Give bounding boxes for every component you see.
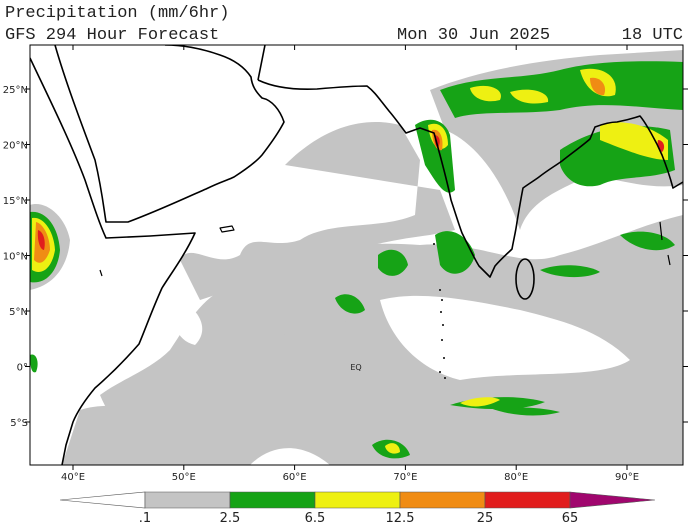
- legend-label: 12.5: [386, 511, 415, 525]
- subtitle: GFS 294 Hour Forecast: [5, 26, 219, 45]
- time: 18 UTC: [622, 26, 683, 45]
- legend-swatch: [484, 491, 571, 509]
- lon-label: 60°E: [283, 472, 307, 483]
- lat-label: 15°N: [3, 196, 28, 207]
- lat-label: 5°N: [9, 307, 28, 318]
- title: Precipitation (mm/6hr): [5, 4, 229, 23]
- legend-label: 6.5: [305, 511, 326, 525]
- legend-label: 2.5: [220, 511, 241, 525]
- legend-swatch: [144, 491, 231, 509]
- legend-swatch: [59, 491, 146, 509]
- equator-label: EQ: [350, 363, 361, 372]
- legend-swatch: [399, 491, 486, 509]
- legend-swatch: [314, 491, 401, 509]
- legend-label: 25: [477, 511, 494, 525]
- lat-label: 0°: [17, 363, 28, 374]
- lat-label: 10°N: [3, 252, 28, 263]
- color-legend: .1 2.5 6.5 12.5 25 65: [59, 491, 656, 525]
- lon-label: 70°E: [393, 472, 417, 483]
- map-field: [30, 45, 683, 465]
- lat-label: 5°S: [10, 418, 28, 429]
- lon-label: 40°E: [61, 472, 85, 483]
- lat-label: 25°N: [3, 85, 28, 96]
- axis-ticks: 40°E 50°E 60°E 70°E 80°E 90°E 25°N 20°N 15°N 10°N…: [3, 45, 688, 483]
- date: Mon 30 Jun 2025: [397, 26, 550, 45]
- lon-label: 80°E: [504, 472, 528, 483]
- legend-swatch: [229, 491, 316, 509]
- lon-label: 50°E: [172, 472, 196, 483]
- lat-label: 20°N: [3, 141, 28, 152]
- legend-label: .1: [139, 511, 151, 525]
- lon-label: 90°E: [615, 472, 639, 483]
- legend-label: 65: [562, 511, 579, 525]
- legend-swatch: [569, 491, 656, 509]
